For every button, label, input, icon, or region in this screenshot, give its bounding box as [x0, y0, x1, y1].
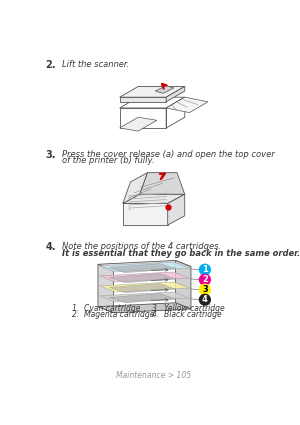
Text: 3.  Yellow cartridge: 3. Yellow cartridge — [152, 303, 225, 312]
Polygon shape — [98, 261, 191, 270]
Polygon shape — [123, 204, 168, 225]
Text: 1.  Cyan cartridge: 1. Cyan cartridge — [72, 303, 141, 312]
Polygon shape — [176, 261, 191, 309]
Polygon shape — [166, 97, 208, 113]
Polygon shape — [100, 292, 189, 302]
Polygon shape — [140, 173, 185, 194]
Polygon shape — [155, 86, 174, 94]
Polygon shape — [98, 264, 113, 313]
Polygon shape — [100, 272, 189, 282]
Polygon shape — [110, 294, 176, 303]
Polygon shape — [110, 274, 176, 283]
Polygon shape — [100, 262, 189, 272]
Text: 1: 1 — [202, 265, 208, 274]
Text: Press the cover release (a) and open the top cover: Press the cover release (a) and open the… — [62, 150, 275, 159]
Text: It is essential that they go back in the same order.: It is essential that they go back in the… — [62, 249, 300, 258]
Polygon shape — [120, 97, 166, 102]
Polygon shape — [110, 283, 176, 293]
Circle shape — [200, 284, 210, 295]
Text: 4.: 4. — [45, 242, 56, 252]
Text: Note the positions of the 4 cartridges.: Note the positions of the 4 cartridges. — [62, 242, 221, 251]
Polygon shape — [110, 264, 176, 273]
Polygon shape — [100, 282, 189, 292]
Circle shape — [200, 274, 210, 285]
Polygon shape — [120, 117, 157, 131]
Circle shape — [200, 295, 210, 305]
Polygon shape — [120, 86, 185, 97]
Circle shape — [200, 264, 210, 275]
Text: 3.: 3. — [45, 150, 56, 159]
Text: 3: 3 — [202, 285, 208, 294]
Text: 4.  Black cartridge: 4. Black cartridge — [152, 311, 222, 320]
Polygon shape — [166, 86, 185, 102]
Polygon shape — [123, 173, 148, 204]
Text: 2.: 2. — [45, 60, 56, 70]
Polygon shape — [123, 194, 185, 204]
Text: of the printer (b) fully.: of the printer (b) fully. — [62, 156, 155, 165]
Text: 2: 2 — [202, 275, 208, 284]
Text: Maintenance > 105: Maintenance > 105 — [116, 371, 191, 380]
Text: 4: 4 — [202, 295, 208, 304]
Polygon shape — [98, 303, 191, 313]
Text: 2.  Magenta cartridge: 2. Magenta cartridge — [72, 311, 155, 320]
Polygon shape — [168, 194, 185, 225]
Text: Lift the scanner.: Lift the scanner. — [62, 60, 130, 69]
